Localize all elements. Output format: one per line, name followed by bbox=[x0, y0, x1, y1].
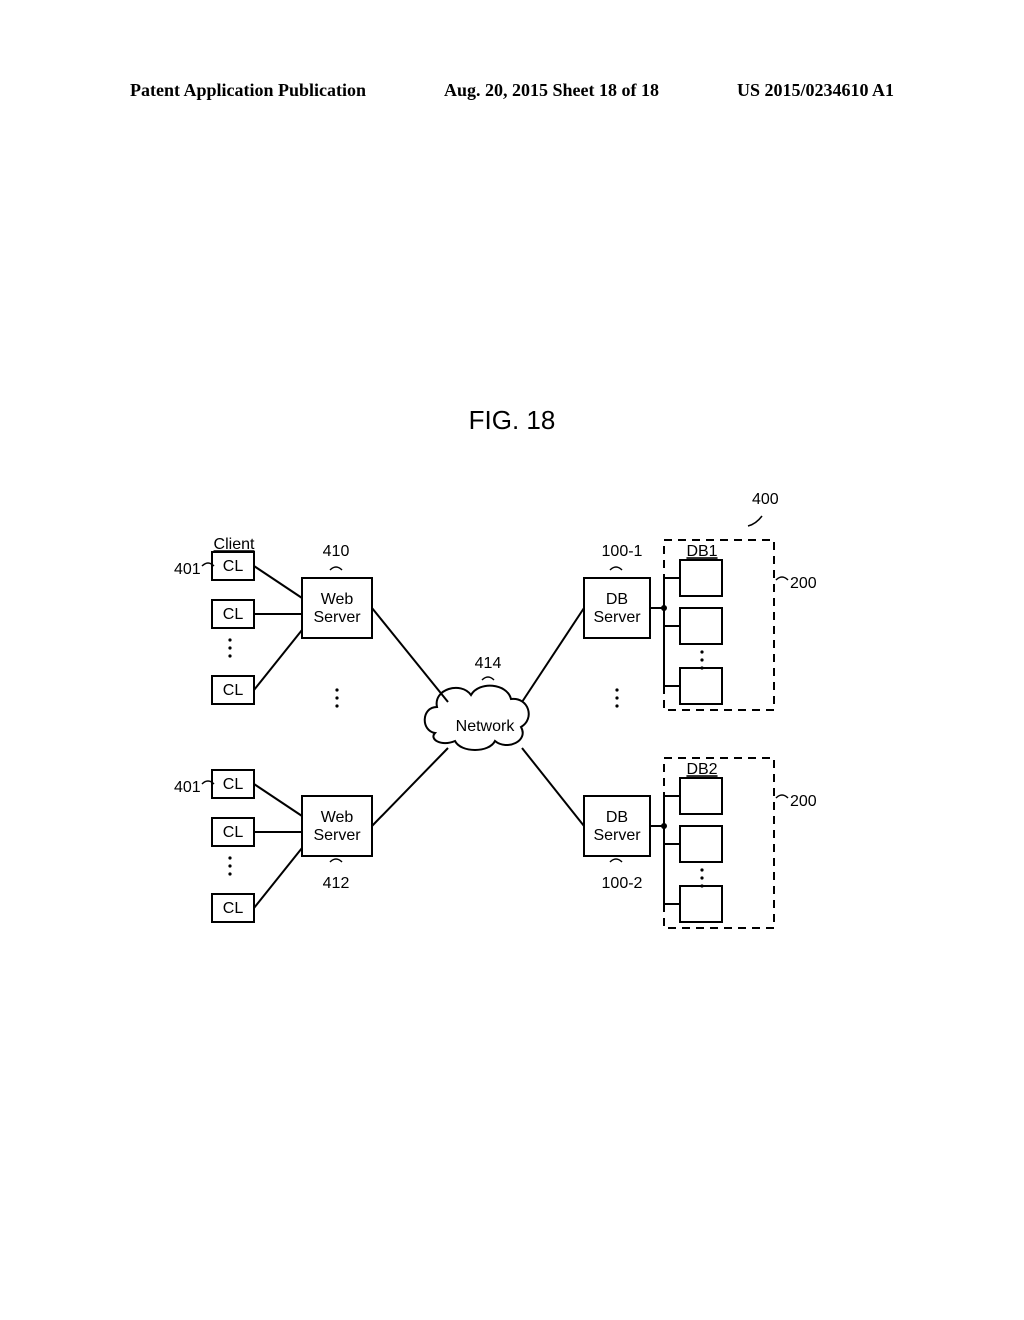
svg-text:DB: DB bbox=[606, 591, 628, 608]
svg-text:Client: Client bbox=[214, 536, 255, 553]
svg-text:100-2: 100-2 bbox=[602, 875, 643, 892]
header-right: US 2015/0234610 A1 bbox=[737, 80, 894, 101]
svg-text:401: 401 bbox=[174, 561, 201, 578]
svg-text:Server: Server bbox=[313, 609, 361, 626]
svg-text:Server: Server bbox=[313, 827, 361, 844]
svg-text:Server: Server bbox=[593, 827, 641, 844]
figure-title: FIG. 18 bbox=[0, 405, 1024, 436]
svg-text:DB1: DB1 bbox=[686, 543, 717, 560]
diagram-svg: 400ClientCLCLCLCLCLCLWebServerWebServerN… bbox=[172, 480, 872, 930]
svg-text:401: 401 bbox=[174, 779, 201, 796]
svg-text:412: 412 bbox=[323, 875, 350, 892]
svg-text:DB: DB bbox=[606, 809, 628, 826]
svg-text:400: 400 bbox=[752, 491, 779, 508]
svg-text:CL: CL bbox=[223, 776, 244, 793]
svg-text:200: 200 bbox=[790, 575, 817, 592]
diagram: 400ClientCLCLCLCLCLCLWebServerWebServerN… bbox=[172, 480, 872, 930]
svg-text:410: 410 bbox=[323, 543, 350, 560]
header-left: Patent Application Publication bbox=[130, 80, 366, 101]
svg-text:Web: Web bbox=[321, 591, 354, 608]
header-center: Aug. 20, 2015 Sheet 18 of 18 bbox=[444, 80, 659, 101]
svg-text:Server: Server bbox=[593, 609, 641, 626]
svg-text:CL: CL bbox=[223, 558, 244, 575]
svg-text:100-1: 100-1 bbox=[602, 543, 643, 560]
svg-text:Network: Network bbox=[456, 718, 516, 735]
svg-text:CL: CL bbox=[223, 824, 244, 841]
svg-text:414: 414 bbox=[475, 655, 502, 672]
svg-text:CL: CL bbox=[223, 900, 244, 917]
svg-text:200: 200 bbox=[790, 793, 817, 810]
svg-text:Web: Web bbox=[321, 809, 354, 826]
svg-text:CL: CL bbox=[223, 682, 244, 699]
svg-text:DB2: DB2 bbox=[686, 761, 717, 778]
svg-text:CL: CL bbox=[223, 606, 244, 623]
